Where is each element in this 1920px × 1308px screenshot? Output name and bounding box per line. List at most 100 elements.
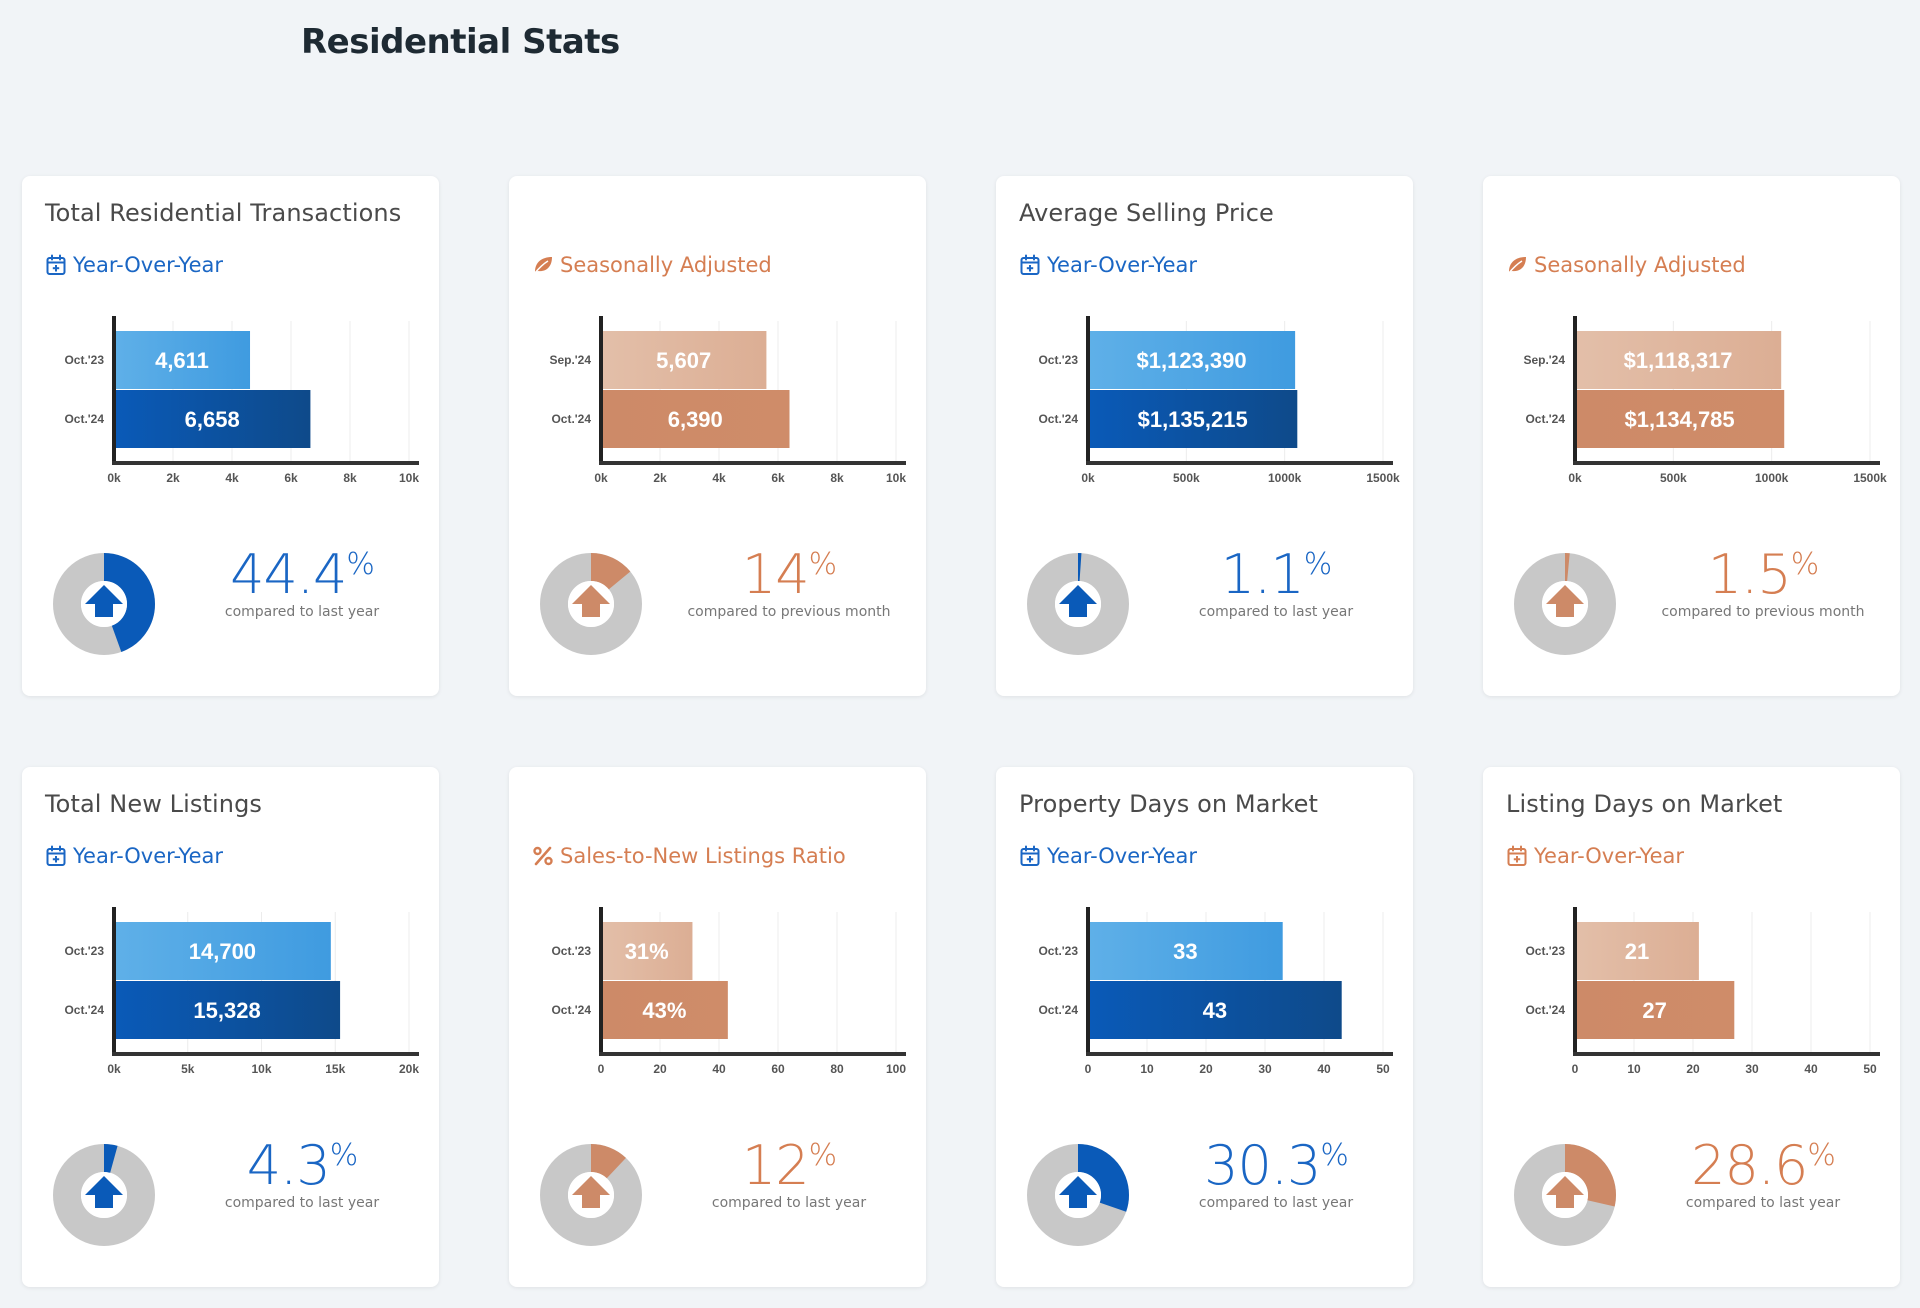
bar-value-label: 21 xyxy=(1625,939,1649,964)
change-percent-number: 4.3 xyxy=(246,1134,331,1197)
card-subtitle: Sales-to-New Listings Ratio xyxy=(532,844,846,868)
category-label: Oct.'24 xyxy=(551,412,591,426)
x-tick-label: 20 xyxy=(1686,1062,1700,1076)
bar xyxy=(114,390,311,448)
bar-chart: 0 10 20 30 40 50 Oct.'23 33 Oct.'24 43 xyxy=(1038,907,1393,1076)
change-caption: compared to last year xyxy=(1685,1195,1841,1211)
change-summary: 44.4% compared to last year xyxy=(192,548,412,621)
arrow-up-icon xyxy=(1546,585,1584,617)
x-tick-label: 1500k xyxy=(1366,471,1400,485)
x-tick-label: 1000k xyxy=(1755,471,1789,485)
bar xyxy=(1575,981,1735,1039)
change-percent: 44.4% xyxy=(192,548,412,602)
arrow-up-icon xyxy=(1059,585,1097,617)
card-subtitle: Year-Over-Year xyxy=(1019,844,1197,868)
page-title: Residential Stats xyxy=(301,22,620,62)
category-label: Sep.'24 xyxy=(549,353,591,367)
x-tick-label: 500k xyxy=(1173,471,1200,485)
percent-symbol: % xyxy=(329,1138,358,1173)
bar-value-label: $1,134,785 xyxy=(1625,407,1735,432)
leaf-icon xyxy=(1507,257,1526,275)
bar xyxy=(1088,922,1283,980)
x-tick-label: 6k xyxy=(771,471,785,485)
change-percent-number: 44.4 xyxy=(230,543,347,606)
card-title: Total Residential Transactions xyxy=(45,199,402,227)
bar-chart: 0 20 40 60 80 100 Oct.'23 31% Oct.'24 43% xyxy=(551,907,906,1076)
category-label: Oct.'23 xyxy=(1525,944,1565,958)
change-donut xyxy=(538,551,644,657)
card-average-selling-price: Average Selling Price Year-Over-Year 0k 500… xyxy=(996,176,1413,696)
bar xyxy=(114,981,341,1039)
x-tick-label: 8k xyxy=(830,471,844,485)
change-percent-number: 28.6 xyxy=(1691,1134,1808,1197)
card-subtitle-label: Sales-to-New Listings Ratio xyxy=(560,844,846,868)
x-tick-label: 4k xyxy=(225,471,239,485)
arrow-up-icon xyxy=(1059,1176,1097,1208)
change-percent: 12% xyxy=(679,1139,899,1193)
change-donut xyxy=(1512,1142,1618,1248)
x-tick-label: 0k xyxy=(594,471,608,485)
category-label: Oct.'24 xyxy=(1525,412,1565,426)
arrow-up-icon xyxy=(572,585,610,617)
card-subtitle: Year-Over-Year xyxy=(45,844,223,868)
card-subtitle-label: Year-Over-Year xyxy=(1047,253,1197,277)
card-subtitle: Seasonally Adjusted xyxy=(532,253,772,277)
percent-symbol: % xyxy=(808,1138,837,1173)
x-tick-label: 0k xyxy=(107,1062,121,1076)
card-subtitle-label: Year-Over-Year xyxy=(73,844,223,868)
bar xyxy=(1088,331,1296,389)
percent-symbol: % xyxy=(1320,1138,1348,1173)
change-summary: 28.6% compared to last year xyxy=(1653,1139,1873,1212)
x-tick-label: 40 xyxy=(1804,1062,1818,1076)
calendar-plus-icon xyxy=(1020,254,1040,275)
bar xyxy=(1575,390,1785,448)
card-title: Listing Days on Market xyxy=(1506,790,1783,818)
change-percent: 28.6% xyxy=(1653,1139,1873,1193)
change-donut xyxy=(538,1142,644,1248)
percent-icon xyxy=(533,846,553,866)
donut-fill xyxy=(540,1144,642,1246)
change-summary: 1.5% compared to previous month xyxy=(1653,547,1873,621)
bar-value-label: 31% xyxy=(625,939,669,964)
bar-value-label: 4,611 xyxy=(155,348,209,373)
donut-fill xyxy=(1027,553,1129,655)
category-label: Oct.'24 xyxy=(1038,1003,1078,1017)
change-donut xyxy=(51,551,157,657)
donut-fill xyxy=(1514,553,1616,655)
x-tick-label: 0 xyxy=(1572,1062,1579,1076)
x-tick-label: 1500k xyxy=(1853,471,1887,485)
stats-grid: Total Residential Transactions Year-Over-… xyxy=(22,176,1902,1288)
card-subtitle: Year-Over-Year xyxy=(1506,844,1684,868)
change-summary: 30.3% compared to last year xyxy=(1166,1138,1386,1212)
bar-value-label: 15,328 xyxy=(193,998,260,1023)
calendar-plus-icon xyxy=(1507,845,1527,866)
change-percent-number: 1.5 xyxy=(1707,543,1792,606)
percent-symbol: % xyxy=(1790,547,1819,582)
x-tick-label: 40 xyxy=(1317,1062,1331,1076)
card-subtitle-label: Year-Over-Year xyxy=(73,253,223,277)
bar-chart: 0 10 20 30 40 50 Oct.'23 21 Oct.'24 27 xyxy=(1525,907,1880,1076)
x-tick-label: 0k xyxy=(107,471,121,485)
bar xyxy=(114,922,331,980)
change-caption: compared to last year xyxy=(224,604,380,620)
leaf-icon xyxy=(533,257,552,275)
bar-chart: 0k 500k 1000k 1500k Sep.'24 $1,118,317 Oct.'24… xyxy=(1523,316,1887,485)
x-tick-label: 10k xyxy=(399,471,419,485)
bar xyxy=(1088,981,1342,1039)
x-tick-label: 10k xyxy=(886,471,906,485)
x-tick-label: 20 xyxy=(653,1062,667,1076)
calendar-plus-icon xyxy=(46,845,66,866)
bar-value-label: 5,607 xyxy=(656,348,711,373)
arrow-up-icon xyxy=(85,1176,123,1208)
x-tick-label: 5k xyxy=(181,1062,195,1076)
bar-value-label: 6,390 xyxy=(668,407,723,432)
bar xyxy=(1088,390,1298,448)
category-label: Oct.'23 xyxy=(1038,353,1078,367)
bar-chart: 0k 500k 1000k 1500k Oct.'23 $1,123,390 Oct.'24… xyxy=(1038,316,1400,485)
card-property-days-on-market: Property Days on Market Year-Over-Year 0 10… xyxy=(996,767,1413,1287)
bar xyxy=(601,922,693,980)
card-total-residential-transactions: Total Residential Transactions Year-Over-… xyxy=(22,176,439,696)
bar-value-label: 43 xyxy=(1203,998,1227,1023)
card-subtitle: Seasonally Adjusted xyxy=(1506,253,1746,277)
bar-value-label: 33 xyxy=(1173,939,1197,964)
